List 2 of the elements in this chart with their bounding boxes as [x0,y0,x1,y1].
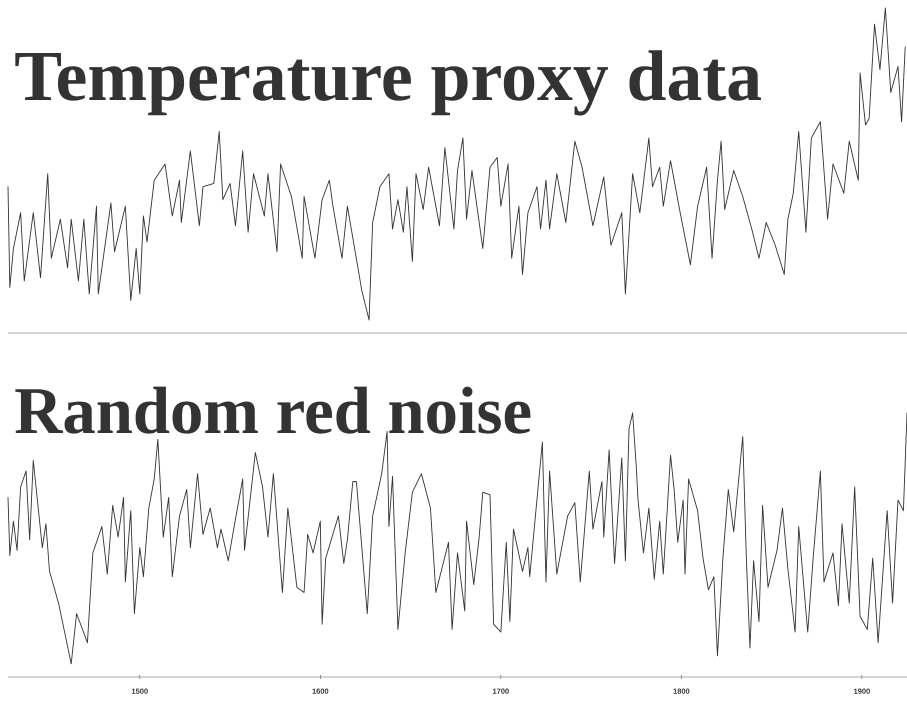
text: Temperature proxy data [15,50,761,116]
chart-title: Random red noise [15,386,530,434]
